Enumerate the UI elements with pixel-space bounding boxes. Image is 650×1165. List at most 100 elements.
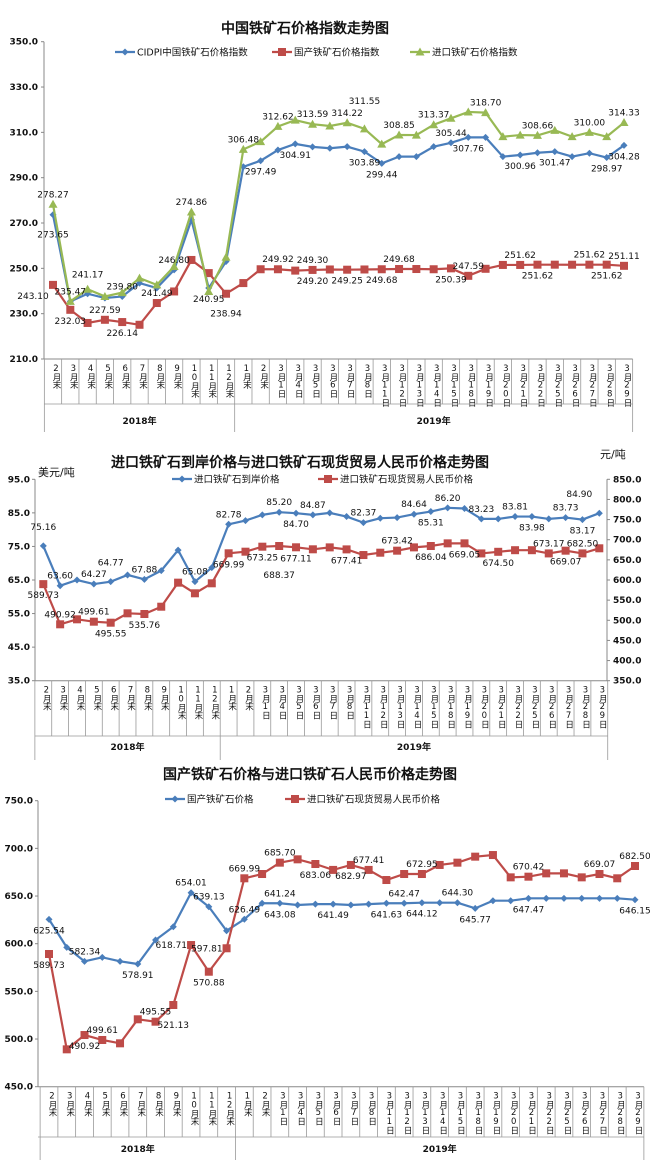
data-point — [100, 315, 109, 324]
data-point — [258, 870, 267, 879]
data-point — [240, 915, 248, 923]
x-category-label: 6月末 — [120, 364, 130, 390]
data-point — [62, 1045, 71, 1054]
x-category-label: 1月末 — [227, 686, 237, 712]
data-point — [157, 602, 166, 611]
data-label: 677.41 — [353, 856, 385, 866]
data-label: 642.47 — [388, 889, 420, 899]
y-tick-label: 450.0 — [5, 1083, 33, 1093]
data-label: 677.11 — [280, 554, 312, 564]
data-point — [533, 149, 541, 157]
data-point — [140, 609, 149, 618]
data-point — [100, 291, 110, 300]
x-category-label: 3月4日 — [277, 686, 287, 721]
data-point — [134, 960, 142, 968]
year-group-label: 2019年 — [417, 415, 451, 427]
data-label: 639.13 — [193, 893, 225, 903]
data-point — [595, 509, 603, 517]
data-point — [308, 545, 317, 554]
data-point — [560, 894, 568, 902]
data-point — [157, 567, 165, 575]
data-point — [291, 140, 299, 148]
data-label: 669.05 — [449, 550, 481, 560]
data-label: 303.89 — [349, 159, 381, 169]
y-tick-label: 65.0 — [8, 576, 30, 586]
x-category-label: 3月28日 — [615, 1092, 625, 1136]
data-point — [561, 546, 570, 555]
data-point — [326, 144, 334, 152]
x-category-label: 9月末 — [172, 364, 182, 390]
data-point — [393, 546, 402, 555]
data-point — [116, 1039, 125, 1048]
x-category-label: 3月13日 — [414, 364, 424, 408]
data-point — [595, 894, 603, 902]
data-label: 582.34 — [69, 947, 101, 957]
x-category-label: 11月末 — [207, 364, 217, 399]
data-label: 298.97 — [591, 165, 623, 175]
data-point — [427, 508, 435, 516]
x-category-label: 3月18日 — [466, 364, 476, 408]
data-point — [222, 289, 231, 298]
legend-label: 进口铁矿石现货贸易人民币价格 — [307, 794, 441, 806]
data-point — [343, 265, 352, 274]
data-point — [542, 894, 550, 902]
x-category-label: 3月5日 — [313, 1092, 323, 1127]
x-category-label: 5月末 — [103, 364, 113, 390]
series-line — [42, 542, 600, 626]
data-label: 274.86 — [176, 198, 208, 208]
x-category-label: 2月末 — [259, 364, 269, 390]
data-label: 641.49 — [317, 911, 349, 921]
y-tick-label: 85.0 — [8, 509, 30, 519]
legend-marker — [178, 475, 186, 483]
x-category-label: 3月25日 — [530, 686, 540, 730]
data-label: 589.73 — [33, 961, 65, 971]
data-label: 83.81 — [502, 503, 528, 513]
series-1 — [49, 133, 628, 305]
x-category-label: 2月末 — [260, 1092, 270, 1118]
x-category-label: 3月20日 — [501, 364, 511, 408]
data-label: 85.31 — [418, 519, 444, 529]
data-point — [208, 564, 216, 572]
data-label: 490.92 — [69, 1042, 101, 1052]
data-point — [238, 144, 248, 153]
data-label: 645.77 — [459, 915, 491, 925]
data-point — [481, 108, 491, 117]
x-category-label: 7月末 — [138, 364, 148, 390]
data-point — [532, 130, 542, 139]
x-category-label: 3月7日 — [328, 686, 338, 721]
x-category-label: 3月19日 — [484, 364, 494, 408]
data-point — [578, 894, 586, 902]
data-point — [426, 542, 435, 551]
data-label: 251.62 — [574, 251, 606, 261]
data-point — [382, 899, 390, 907]
data-point — [436, 899, 444, 907]
x-category-label: 3月22日 — [535, 364, 545, 408]
data-label: 307.76 — [453, 144, 485, 154]
x-category-label: 3月19日 — [463, 686, 473, 730]
data-point — [584, 127, 594, 136]
data-point — [400, 870, 409, 879]
x-category-label: 3月29日 — [633, 1092, 643, 1136]
x-category-label: 3月11日 — [380, 364, 390, 408]
data-label: 570.88 — [193, 979, 225, 989]
data-label: 249.30 — [297, 256, 329, 266]
x-category-label: 12月末 — [225, 1092, 235, 1127]
data-point — [471, 904, 479, 912]
y-tick-label: 290.0 — [10, 174, 38, 184]
data-label: 669.99 — [229, 864, 261, 874]
data-label: 249.25 — [331, 277, 363, 287]
data-point — [152, 280, 162, 289]
data-point — [453, 899, 461, 907]
x-category-label: 6月末 — [109, 686, 119, 712]
x-category-label: 3月末 — [68, 364, 78, 390]
x-category-label: 3月29日 — [597, 686, 607, 730]
data-point — [187, 255, 196, 264]
x-category-label: 3月13日 — [420, 1092, 430, 1136]
data-point — [89, 617, 98, 626]
data-point — [73, 576, 81, 584]
data-label: 75.16 — [30, 523, 56, 533]
data-point — [359, 124, 369, 133]
data-point — [507, 897, 515, 905]
data-point — [81, 957, 89, 965]
y2-tick-label: 450.0 — [613, 636, 641, 646]
